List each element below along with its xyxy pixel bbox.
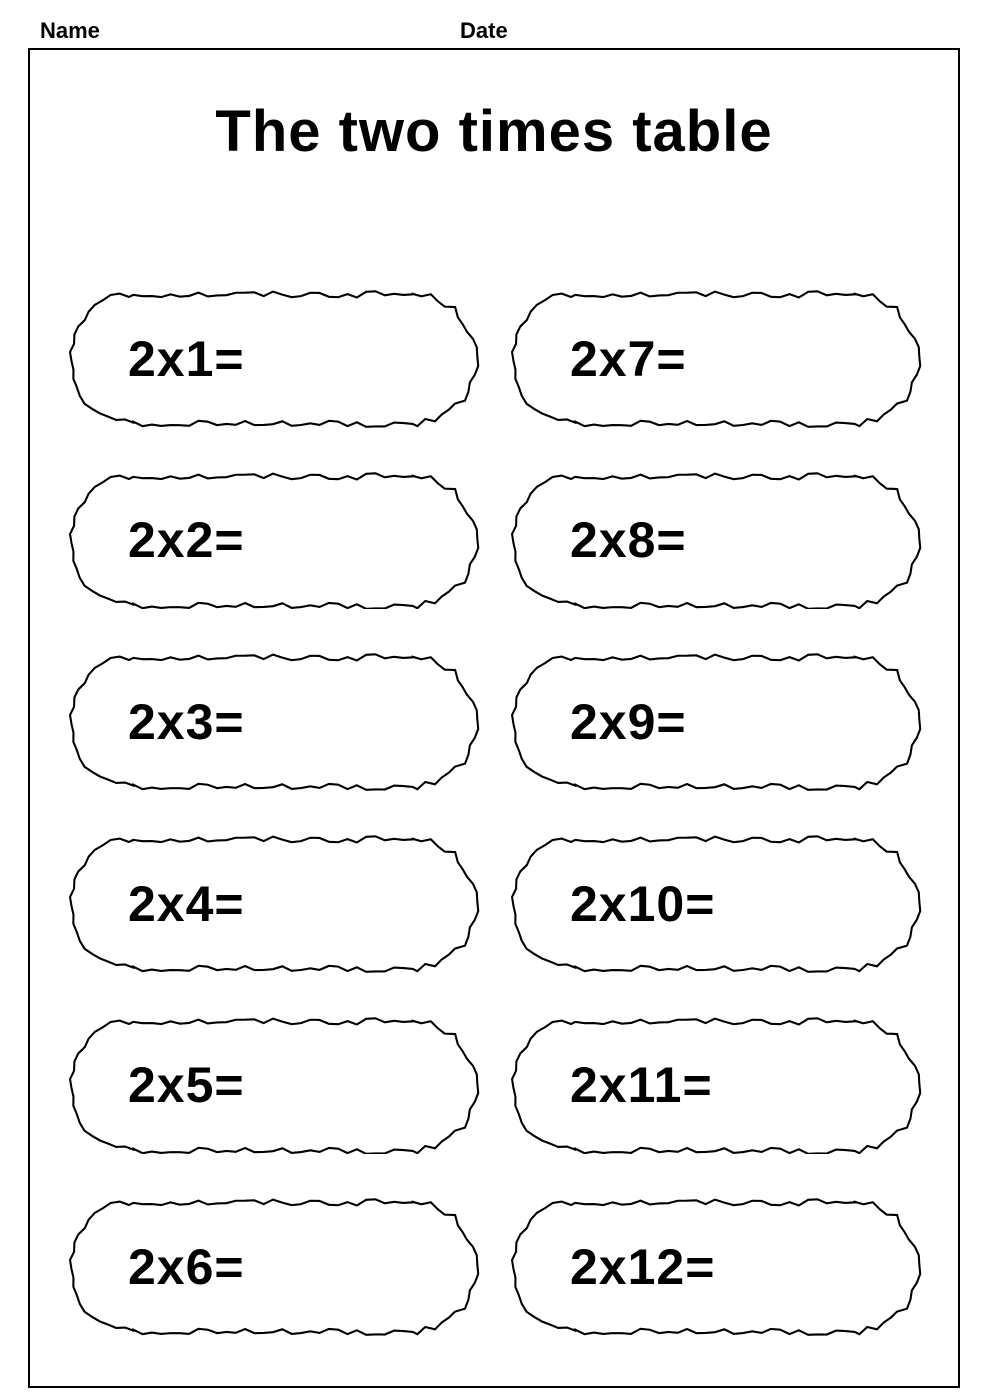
bubble-equation: 2x11= — [508, 1017, 922, 1155]
bubble-equation: 2x1= — [66, 290, 480, 428]
answer-bubble[interactable]: 2x11= — [508, 1017, 922, 1155]
bubble-equation: 2x10= — [508, 835, 922, 973]
date-label: Date — [460, 18, 508, 44]
content-frame: The two times table 2x1= 2x2= 2x3= 2x4= 2x5=… — [28, 48, 960, 1388]
bubble-equation: 2x8= — [508, 472, 922, 610]
answer-bubble[interactable]: 2x5= — [66, 1017, 480, 1155]
bubble-equation: 2x7= — [508, 290, 922, 428]
bubble-equation: 2x3= — [66, 653, 480, 791]
bubble-equation: 2x5= — [66, 1017, 480, 1155]
answer-bubble[interactable]: 2x2= — [66, 472, 480, 610]
name-label: Name — [40, 18, 100, 44]
worksheet-page: Name Date The two times table 2x1=2x2=2x… — [0, 0, 989, 1400]
answer-bubble[interactable]: 2x9= — [508, 653, 922, 791]
answer-bubble[interactable]: 2x1= — [66, 290, 480, 428]
bubble-equation: 2x6= — [66, 1198, 480, 1336]
bubble-equation: 2x9= — [508, 653, 922, 791]
answer-bubble[interactable]: 2x4= — [66, 835, 480, 973]
header-row: Name Date — [40, 18, 949, 48]
bubble-equation: 2x4= — [66, 835, 480, 973]
answer-bubble[interactable]: 2x7= — [508, 290, 922, 428]
answer-bubble[interactable]: 2x12= — [508, 1198, 922, 1336]
answer-bubble[interactable]: 2x6= — [66, 1198, 480, 1336]
answer-bubble[interactable]: 2x10= — [508, 835, 922, 973]
bubble-equation: 2x12= — [508, 1198, 922, 1336]
bubble-equation: 2x2= — [66, 472, 480, 610]
answer-bubble[interactable]: 2x8= — [508, 472, 922, 610]
bubble-grid: 2x1= 2x2= 2x3= 2x4= 2x5= 2x6= 2x7= 2x8= 2x9= 2x10… — [60, 280, 928, 1366]
answer-bubble[interactable]: 2x3= — [66, 653, 480, 791]
page-title: The two times table — [30, 98, 958, 165]
